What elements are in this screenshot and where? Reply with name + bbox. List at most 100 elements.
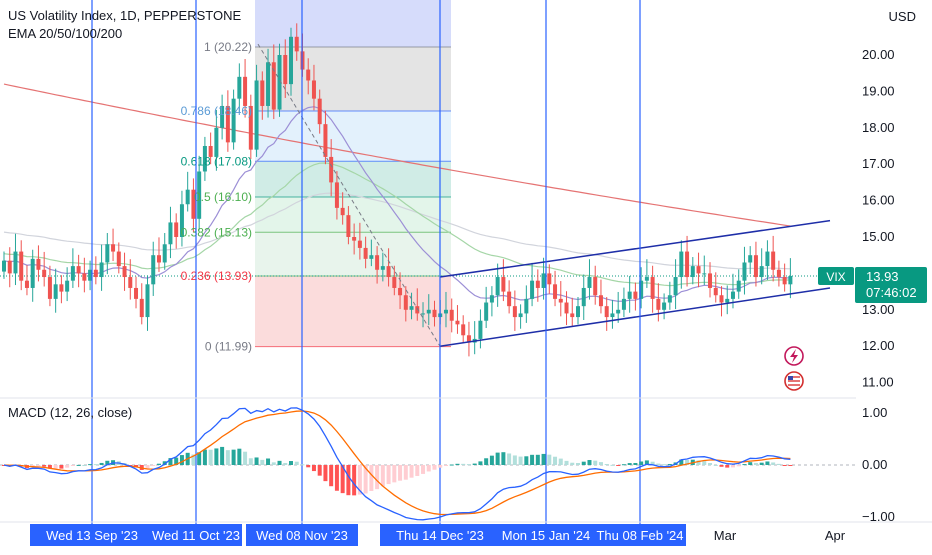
macd-axis-label: 0.00 <box>862 457 887 472</box>
macd-histogram-bar <box>627 463 632 465</box>
macd-histogram-bar <box>300 464 305 466</box>
time-axis-highlight[interactable] <box>246 524 358 546</box>
macd-histogram-bar <box>558 458 563 465</box>
candle-body <box>593 277 598 296</box>
candle-body <box>748 255 753 263</box>
macd-histogram-bar <box>346 465 351 496</box>
candle-body <box>65 280 70 292</box>
candle-body <box>266 62 271 106</box>
candle-body <box>329 156 334 183</box>
ema200-line <box>3 83 791 227</box>
fib-zone <box>255 196 451 233</box>
candle-body <box>576 306 580 318</box>
macd-histogram-bar <box>82 464 87 466</box>
candle-body <box>277 55 282 110</box>
macd-histogram-bar <box>530 454 535 465</box>
candle-body <box>13 251 18 274</box>
macd-histogram-bar <box>392 465 397 483</box>
channel-lower-line[interactable] <box>439 287 831 347</box>
macd-histogram-bar <box>202 449 207 465</box>
candle-body <box>782 277 787 285</box>
macd-histogram-bar <box>214 448 219 465</box>
macd-histogram-bar <box>610 464 615 466</box>
macd-histogram-bar <box>363 465 368 494</box>
channel-upper-line[interactable] <box>439 219 831 278</box>
candle-body <box>449 309 454 321</box>
candle-body <box>145 284 150 318</box>
time-axis-highlight[interactable] <box>150 524 242 546</box>
fib-trend-line <box>257 43 441 347</box>
macd-histogram-bar <box>271 462 276 465</box>
macd-histogram-bar <box>489 455 494 465</box>
time-axis-date-label: Wed 08 Nov '23 <box>256 528 348 543</box>
ema-indicator-label[interactable]: EMA 20/50/100/200 <box>8 26 123 41</box>
candle-body <box>283 55 288 85</box>
symbol-tag-text: VIX <box>826 270 845 284</box>
candle-body <box>220 105 225 128</box>
macd-histogram-bar <box>42 465 47 467</box>
candle-body <box>507 291 512 307</box>
candle-body <box>512 306 517 318</box>
macd-histogram-bar <box>639 461 644 465</box>
fib-zone <box>255 275 451 347</box>
macd-histogram-bar <box>162 461 167 465</box>
macd-histogram-bar <box>621 464 626 466</box>
macd-histogram-bar <box>633 462 638 465</box>
macd-histogram-bar <box>357 465 362 495</box>
time-axis-highlight[interactable] <box>594 524 686 546</box>
candle-body <box>151 255 156 285</box>
macd-histogram-bar <box>403 465 408 480</box>
candle-body <box>7 260 12 274</box>
macd-histogram-bar <box>771 462 776 465</box>
time-axis-highlight[interactable] <box>380 524 500 546</box>
macd-histogram-bar <box>570 462 575 465</box>
macd-histogram-bar <box>432 465 437 470</box>
macd-histogram-bar <box>88 464 93 466</box>
symbol-title[interactable]: US Volatility Index, 1D, PEPPERSTONE <box>8 8 242 23</box>
candle-body <box>736 280 741 292</box>
macd-histogram-bar <box>93 464 98 466</box>
macd-histogram-bar <box>466 464 471 466</box>
last-price-badge[interactable] <box>855 266 927 303</box>
time-axis-highlight[interactable] <box>30 524 154 546</box>
currency-button[interactable]: USD <box>882 6 922 27</box>
candle-body <box>185 189 190 205</box>
macd-histogram-bar <box>742 464 747 466</box>
macd-histogram-bar <box>736 465 741 467</box>
macd-line <box>3 407 791 521</box>
candle-body <box>340 207 345 216</box>
macd-histogram-bar <box>748 462 753 465</box>
fib-level-label: 0.786 (18.46) <box>181 104 252 118</box>
candle-body <box>759 266 764 278</box>
macd-histogram-bar <box>782 465 787 466</box>
macd-histogram-bar <box>501 452 506 465</box>
macd-histogram-bar <box>616 465 621 466</box>
candle-body <box>306 69 311 81</box>
macd-histogram-bar <box>145 465 150 469</box>
candle-body <box>93 269 98 278</box>
macd-histogram-bar <box>581 461 586 465</box>
candle-body <box>122 266 127 278</box>
candle-body <box>88 269 93 281</box>
candle-body <box>179 204 184 237</box>
candle-body <box>156 255 161 263</box>
candle-body <box>587 277 592 288</box>
candle-body <box>174 222 179 237</box>
fib-level-label: 0.618 (17.08) <box>181 154 252 168</box>
time-axis-highlight[interactable] <box>490 524 602 546</box>
ema100-line <box>3 192 791 270</box>
candle-body <box>357 240 362 248</box>
ema20-line <box>3 106 791 302</box>
macd-histogram-bar <box>713 464 718 466</box>
last-price-value: 13.93 <box>866 269 899 284</box>
macd-histogram-bar <box>208 449 213 465</box>
candle-body <box>478 320 483 339</box>
macd-histogram-bar <box>329 465 334 487</box>
candle-body <box>581 287 586 307</box>
candle-body <box>237 76 242 99</box>
symbol-tag-badge[interactable] <box>818 266 854 285</box>
candle-body <box>334 182 339 208</box>
macd-signal-line <box>3 410 791 516</box>
